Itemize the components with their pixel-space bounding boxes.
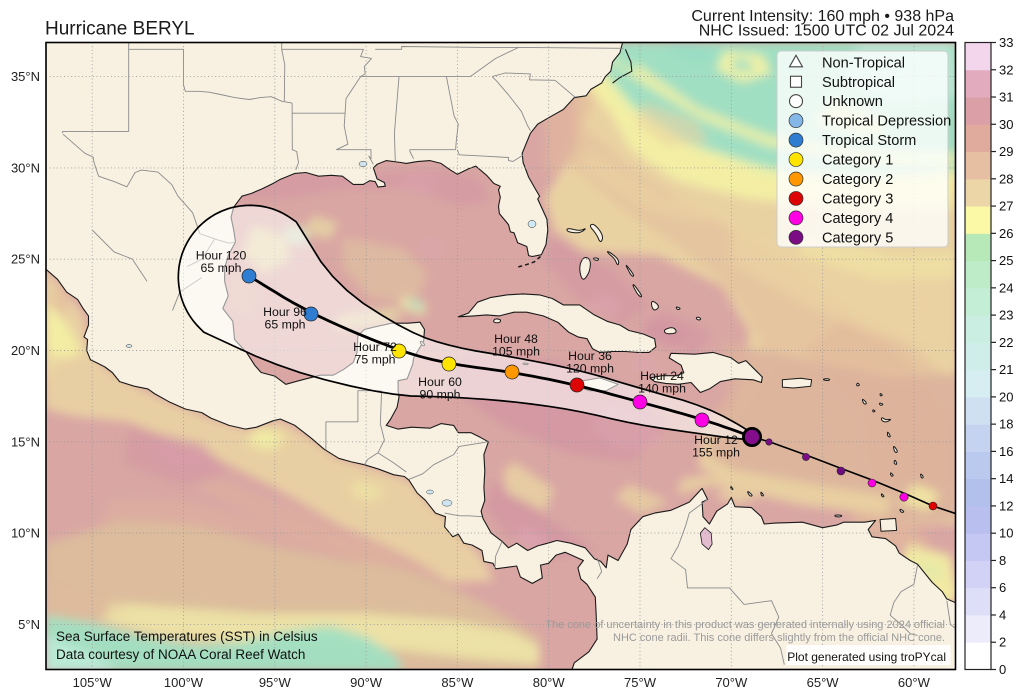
svg-text:95°W: 95°W [259,675,292,690]
svg-text:Hour 96: Hour 96 [263,305,307,319]
svg-text:33: 33 [999,35,1013,50]
svg-text:60°W: 60°W [898,675,931,690]
svg-text:105°W: 105°W [73,675,113,690]
svg-text:25: 25 [999,253,1013,268]
svg-text:Hour 12: Hour 12 [694,433,738,447]
svg-text:75 mph: 75 mph [354,353,395,367]
svg-text:65 mph: 65 mph [264,318,305,332]
svg-text:Hour 24: Hour 24 [640,369,684,383]
svg-text:31: 31 [999,90,1013,105]
svg-text:Hour 48: Hour 48 [494,332,538,346]
svg-text:30°N: 30°N [11,160,40,175]
svg-text:Hour 36: Hour 36 [568,349,612,363]
svg-text:24: 24 [999,280,1013,295]
svg-text:Category 2: Category 2 [822,172,893,188]
svg-text:NHC Issued: 1500 UTC 02 Jul 20: NHC Issued: 1500 UTC 02 Jul 2024 [699,23,954,40]
svg-text:NHC cone radii. This cone diff: NHC cone radii. This cone differs slight… [613,632,945,644]
svg-text:20°N: 20°N [11,343,40,358]
svg-text:27: 27 [999,199,1013,214]
svg-text:65 mph: 65 mph [200,261,241,275]
svg-text:90°W: 90°W [350,675,383,690]
svg-text:10: 10 [999,526,1013,541]
svg-text:30: 30 [999,117,1013,132]
svg-text:4: 4 [999,607,1006,622]
svg-text:5°N: 5°N [18,617,40,632]
svg-text:85°W: 85°W [441,675,474,690]
svg-text:Category 4: Category 4 [822,211,893,227]
svg-text:Non-Tropical: Non-Tropical [822,55,905,71]
svg-text:6: 6 [999,580,1006,595]
svg-text:14: 14 [999,471,1013,486]
svg-text:23: 23 [999,308,1013,323]
svg-text:35°N: 35°N [11,69,40,84]
svg-text:Tropical Depression: Tropical Depression [822,114,951,130]
svg-text:10°N: 10°N [11,526,40,541]
svg-text:12: 12 [999,498,1013,513]
svg-text:Category 1: Category 1 [822,153,893,169]
svg-text:80°W: 80°W [533,675,566,690]
svg-text:8: 8 [999,553,1006,568]
svg-text:Hour 60: Hour 60 [418,375,462,389]
svg-text:Data courtesy of NOAA Coral Re: Data courtesy of NOAA Coral Reef Watch [56,647,305,662]
svg-text:Hurricane BERYL: Hurricane BERYL [45,19,195,40]
svg-text:32: 32 [999,62,1013,77]
svg-text:25°N: 25°N [11,252,40,267]
svg-text:120 mph: 120 mph [566,362,614,376]
svg-text:Unknown: Unknown [822,94,883,110]
svg-text:16: 16 [999,444,1013,459]
svg-text:Category 5: Category 5 [822,230,893,246]
svg-text:90 mph: 90 mph [419,388,460,402]
svg-text:Current Intensity: 160 mph • 9: Current Intensity: 160 mph • 938 hPa [691,8,954,25]
svg-text:75°W: 75°W [624,675,657,690]
svg-text:20: 20 [999,389,1013,404]
svg-text:70°W: 70°W [715,675,748,690]
svg-text:Subtropical: Subtropical [822,75,895,91]
svg-text:Sea Surface Temperatures (SST): Sea Surface Temperatures (SST) in Celsiu… [56,629,318,644]
svg-text:22: 22 [999,335,1013,350]
svg-text:Hour 120: Hour 120 [196,249,247,263]
svg-text:155 mph: 155 mph [692,446,740,460]
svg-text:21: 21 [999,362,1013,377]
svg-text:29: 29 [999,144,1013,159]
svg-text:Plot generated using troPYcal: Plot generated using troPYcal [787,650,946,664]
svg-text:28: 28 [999,171,1013,186]
svg-text:2: 2 [999,635,1006,650]
svg-text:Hour 72: Hour 72 [353,340,397,354]
svg-text:18: 18 [999,417,1013,432]
svg-text:140 mph: 140 mph [638,382,686,396]
svg-text:0: 0 [999,662,1006,677]
svg-text:The cone of uncertainty in thi: The cone of uncertainty in this product … [545,619,945,631]
svg-text:105 mph: 105 mph [492,345,540,359]
svg-text:Tropical Storm: Tropical Storm [822,133,916,149]
svg-text:65°W: 65°W [807,675,840,690]
svg-text:26: 26 [999,226,1013,241]
svg-text:15°N: 15°N [11,434,40,449]
svg-text:100°W: 100°W [164,675,204,690]
svg-text:Category 3: Category 3 [822,191,893,207]
